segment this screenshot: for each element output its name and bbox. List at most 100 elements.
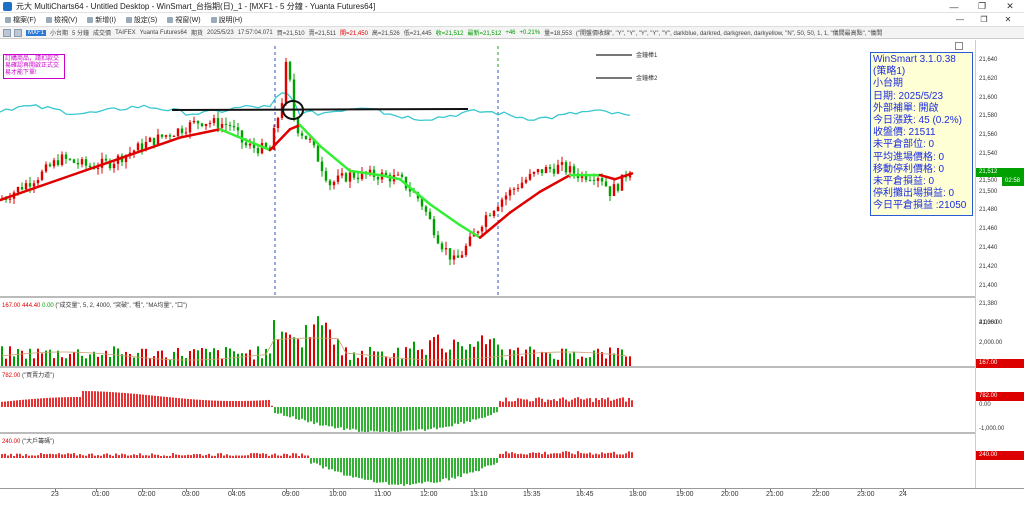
volume-bar <box>317 316 319 366</box>
force-bar <box>232 400 234 407</box>
menu-window[interactable]: 視窗(W) <box>162 15 205 25</box>
menu-help[interactable]: 說明(H) <box>206 15 248 25</box>
force-bar <box>163 396 165 407</box>
candle-body <box>88 165 92 168</box>
time-tick-mark <box>232 489 233 492</box>
candle-body <box>508 189 512 196</box>
big-player-bar <box>163 455 165 458</box>
ma-segment <box>428 203 462 227</box>
menu-insert[interactable]: 新增(I) <box>82 15 121 25</box>
restore-button[interactable]: ❐ <box>977 1 987 11</box>
force-bar <box>172 397 174 407</box>
volume-ma-line <box>1 337 627 361</box>
volume-bar <box>449 349 451 366</box>
force-bar <box>304 407 306 421</box>
volume-bar <box>457 341 459 366</box>
force-bar <box>532 401 534 407</box>
info-avg-entry: 平均進場價格: 0 <box>873 151 945 163</box>
toggle-icon[interactable] <box>3 28 11 37</box>
candle-body <box>336 175 340 182</box>
big-player-bar <box>385 458 387 482</box>
doc-minimize-button[interactable]: — <box>956 15 964 24</box>
time-axis[interactable]: 23 01:00 02:00 03:00 04:05 09:00 10:00 11:00 12:… <box>0 488 1024 505</box>
force-bar <box>283 407 285 416</box>
candle-body <box>348 172 352 182</box>
candle-body <box>164 135 168 137</box>
info-close: 收盤價: 21511 <box>873 127 936 139</box>
volume-bar <box>37 348 39 366</box>
volume-bar <box>369 346 371 366</box>
price-tick: 21,640 <box>979 57 998 63</box>
big-player-bar <box>409 458 411 486</box>
force-bar <box>46 397 48 407</box>
force-bar <box>31 399 33 407</box>
menu-file[interactable]: 檔案(F) <box>0 15 41 25</box>
force-bar <box>226 400 228 407</box>
big-player-bar <box>67 453 69 458</box>
force-bar <box>370 407 372 431</box>
volume-bar <box>621 349 623 366</box>
volume-bar <box>557 359 559 366</box>
close-button[interactable]: ✕ <box>1006 1 1014 11</box>
candle-body <box>584 174 588 180</box>
big-player-bar <box>187 454 189 458</box>
period-label: 期貨 <box>191 31 204 37</box>
big-player-bar <box>190 455 192 458</box>
time-tick-mark <box>680 489 681 492</box>
force-bar <box>496 407 498 413</box>
chart-area[interactable] <box>0 40 975 488</box>
minimize-button[interactable]: — <box>949 1 959 12</box>
interval-label[interactable]: 5 分鐘 <box>72 31 90 37</box>
candle-body <box>224 123 228 125</box>
big-player-bar <box>610 452 612 458</box>
volume-bar <box>17 348 19 366</box>
candle-body <box>28 183 32 187</box>
candle-body <box>568 166 572 173</box>
symbol-button[interactable]: MXF1 <box>26 29 47 36</box>
big-player-bar <box>526 454 528 458</box>
doc-restore-button[interactable]: ❐ <box>980 15 988 24</box>
pane-separator-1[interactable] <box>0 296 975 298</box>
big-player-bar <box>34 455 36 458</box>
candle-body <box>616 184 620 191</box>
pane-separator-2[interactable] <box>0 366 975 368</box>
force-bar <box>1 401 3 407</box>
force-bar <box>406 407 408 431</box>
menu-view[interactable]: 檢視(V) <box>41 15 82 25</box>
big-player-bar <box>112 455 114 458</box>
big-player-bar <box>115 453 117 458</box>
pane-separator-3[interactable] <box>0 432 975 434</box>
big-player-bar <box>16 453 18 458</box>
volume-bar <box>73 352 75 366</box>
force-bar <box>382 407 384 432</box>
volume-bar <box>197 350 199 366</box>
candle-body <box>596 178 600 181</box>
chart-status-bar: MXF1 小台期 5 分鐘 成交價 TAIFEX Yuanta Futures6… <box>0 26 1024 39</box>
doc-close-button[interactable]: ✕ <box>1004 15 1012 24</box>
candle-body <box>180 128 184 133</box>
infobox-toggle-checkbox[interactable] <box>955 42 963 50</box>
big-player-bar <box>445 458 447 479</box>
big-player-bar <box>106 453 108 458</box>
candle-body <box>40 171 44 180</box>
big-player-bar <box>253 453 255 458</box>
toggle-icon-2[interactable] <box>14 28 22 37</box>
candle-body <box>500 199 504 207</box>
big-player-bar <box>250 453 252 458</box>
candle-body <box>436 235 440 244</box>
volume-pane-header: 167.00 444.40 0.00 ("成交量", 5, 2, 4000, "… <box>2 303 188 309</box>
big-player-bar <box>256 453 258 458</box>
price-tick: 21,500 <box>979 188 998 195</box>
candle-body <box>136 143 140 151</box>
force-bar <box>400 407 402 432</box>
latest-price: 最新=21,512 <box>467 31 502 37</box>
menu-settings[interactable]: 設定(S) <box>121 15 162 25</box>
candle-body <box>588 179 592 181</box>
big-player-bar <box>19 453 21 458</box>
volume-bar <box>117 348 119 366</box>
force-bar <box>574 398 576 407</box>
big-player-bar <box>328 458 330 470</box>
price-axis[interactable]: 21,640 21,620 21,600 21,580 21,560 21,540 21,5… <box>975 40 1024 488</box>
volume-bar <box>437 334 439 366</box>
help-icon <box>210 16 217 23</box>
